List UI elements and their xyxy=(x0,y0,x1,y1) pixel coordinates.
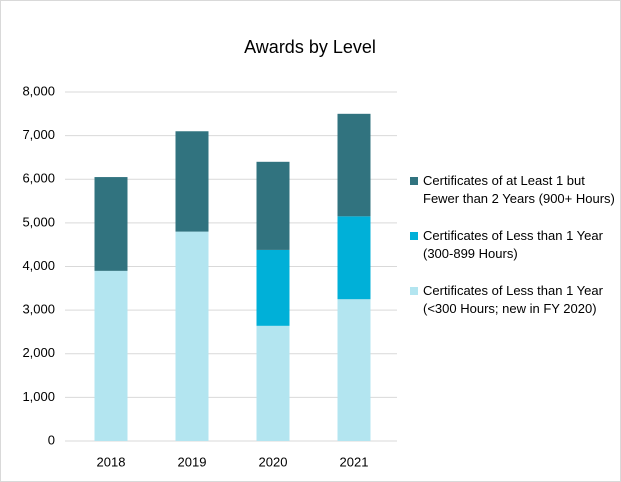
legend: Certificates of at Least 1 but Fewer tha… xyxy=(410,172,615,337)
legend-item: Certificates of at Least 1 but Fewer tha… xyxy=(410,172,615,208)
legend-label: Certificates of Less than 1 Year (<300 H… xyxy=(423,283,603,316)
legend-swatch xyxy=(410,287,418,295)
y-tick-label: 3,000 xyxy=(22,302,55,317)
bar-segment xyxy=(337,113,371,217)
legend-swatch xyxy=(410,232,418,240)
legend-item: Certificates of Less than 1 Year (<300 H… xyxy=(410,282,615,318)
bar-segment xyxy=(175,231,209,441)
y-tick-label: 1,000 xyxy=(22,389,55,404)
bar-segment xyxy=(337,216,371,300)
bar-segment xyxy=(337,299,371,441)
y-tick-label: 6,000 xyxy=(22,171,55,186)
legend-label: Certificates of Less than 1 Year (300-89… xyxy=(423,228,603,261)
y-tick-label: 0 xyxy=(48,432,55,447)
y-tick-label: 8,000 xyxy=(22,83,55,98)
bar-segment xyxy=(256,325,290,441)
bar-segment xyxy=(94,177,128,271)
x-tick-label: 2021 xyxy=(340,454,369,469)
bar-segment xyxy=(94,270,128,441)
y-tick-label: 2,000 xyxy=(22,345,55,360)
bar-segment xyxy=(256,249,290,326)
chart-title: Awards by Level xyxy=(244,37,376,57)
legend-label: Certificates of at Least 1 but Fewer tha… xyxy=(423,173,615,206)
legend-swatch xyxy=(410,177,418,185)
bar-segment xyxy=(175,131,209,232)
x-tick-label: 2019 xyxy=(178,454,207,469)
bar-segment xyxy=(256,161,290,250)
x-tick-label: 2018 xyxy=(97,454,126,469)
legend-item: Certificates of Less than 1 Year (300-89… xyxy=(410,227,615,263)
y-tick-label: 7,000 xyxy=(22,127,55,142)
x-tick-label: 2020 xyxy=(259,454,288,469)
y-tick-label: 5,000 xyxy=(22,214,55,229)
y-tick-label: 4,000 xyxy=(22,258,55,273)
